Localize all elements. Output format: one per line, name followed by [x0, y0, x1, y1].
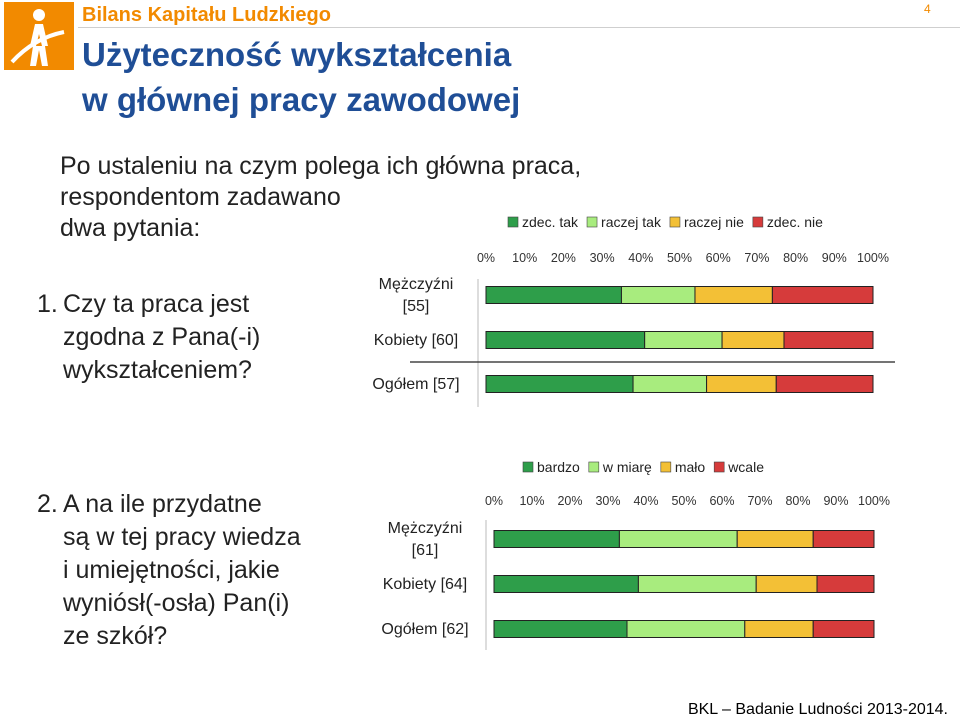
legend-label-1-1: w miarę: [602, 459, 652, 475]
question-1-line-2: zgodna z Pana(-i): [63, 323, 261, 351]
category-label-0-1: Kobiety [60]: [374, 332, 459, 349]
bar-0-1-2: [721, 331, 785, 349]
x-tick-label-1-0: 0%: [485, 494, 503, 508]
legend-label-0-3: zdec. nie: [767, 214, 823, 230]
legend-label-1-3: wcale: [727, 459, 764, 475]
x-tick-label-0-7: 70%: [744, 251, 769, 265]
x-tick-label-0-6: 60%: [706, 251, 731, 265]
bar-1-2-0: [493, 620, 628, 638]
bar-1-0-1: [618, 530, 738, 548]
question-1-line-1: Czy ta praca jest: [63, 290, 250, 318]
legend-swatch-1-1: [588, 461, 600, 473]
legend-swatch-1-0: [522, 461, 534, 473]
category-label-1-0-line-1: [61]: [412, 542, 439, 559]
legend-swatch-0-2: [669, 216, 681, 228]
footer-source: BKL – Badanie Ludności 2013-2014.: [687, 701, 948, 718]
page-title: Użyteczność wykształcenia w głównej prac…: [82, 32, 520, 122]
bar-1-1-1: [637, 575, 757, 593]
question-2-line-1: A na ile przydatne: [63, 490, 262, 518]
bar-0-0-2: [694, 286, 773, 304]
bar-0-1-0: [485, 331, 646, 349]
x-tick-label-0-9: 90%: [822, 251, 847, 265]
category-label-0-0-line-0: Mężczyźni: [379, 276, 454, 293]
bar-0-0-3: [771, 286, 874, 304]
x-tick-label-1-1: 10%: [519, 494, 544, 508]
chart-education-match: zdec. tak raczej tak raczej nie zdec. nie 0%…: [372, 214, 895, 407]
legend-swatch-0-3: [752, 216, 764, 228]
category-label-0-2: Ogółem [57]: [372, 376, 459, 393]
legend-label-1-0: bardzo: [537, 459, 580, 475]
question-1: 1. Czy ta praca jest zgodna z Pana(-i) wy…: [37, 288, 317, 387]
bar-1-2-3: [812, 620, 875, 638]
title-line-1: Użyteczność wykształcenia: [82, 36, 512, 73]
bkl-logo: [4, 2, 74, 70]
bar-0-0-1: [620, 286, 696, 304]
x-tick-label-0-10: 100%: [857, 251, 889, 265]
x-tick-label-1-9: 90%: [823, 494, 848, 508]
brand-name: Bilans Kapitału Ludzkiego: [82, 4, 331, 26]
bar-1-2-2: [744, 620, 814, 638]
intro-line-3: dwa pytania:: [60, 214, 201, 242]
x-tick-label-0-4: 40%: [628, 251, 653, 265]
x-tick-label-0-5: 50%: [667, 251, 692, 265]
chart-skills-usefulness: bardzo w miarę mało wcale 0% 10% 20% 30% 40% 50% 6…: [381, 459, 890, 650]
x-tick-label-0-2: 20%: [551, 251, 576, 265]
legend-swatch-0-1: [586, 216, 598, 228]
question-2-line-3: i umiejętności, jakie: [63, 556, 280, 584]
bar-0-2-3: [775, 375, 874, 393]
question-2-line-4: wyniósł(-osła) Pan(i): [63, 589, 290, 617]
bar-1-2-1: [626, 620, 746, 638]
bar-0-0-0: [485, 286, 622, 304]
bar-1-1-0: [493, 575, 639, 593]
legend-label-0-2: raczej nie: [684, 214, 744, 230]
x-tick-label-1-3: 30%: [595, 494, 620, 508]
title-line-2: w głównej pracy zawodowej: [82, 81, 521, 118]
question-2-number: 2.: [37, 490, 58, 518]
category-label-1-0-line-0: Mężczyźni: [388, 520, 463, 537]
intro-line-2: respondentom zadawano: [60, 183, 341, 211]
question-2: 2. A na ile przydatne są w tej pracy wied…: [37, 488, 337, 653]
question-2-line-5: ze szkół?: [63, 622, 168, 650]
x-tick-label-0-3: 30%: [590, 251, 615, 265]
legend-label-0-0: zdec. tak: [522, 214, 579, 230]
page-number: 4: [924, 2, 931, 16]
x-tick-label-1-2: 20%: [557, 494, 582, 508]
x-tick-label-1-5: 50%: [671, 494, 696, 508]
legend-swatch-1-2: [660, 461, 672, 473]
x-tick-label-0-1: 10%: [512, 251, 537, 265]
bar-0-2-2: [706, 375, 777, 393]
bar-1-1-2: [755, 575, 818, 593]
header-divider: [78, 27, 960, 28]
bar-1-0-3: [812, 530, 875, 548]
bar-1-1-3: [816, 575, 875, 593]
bar-1-0-0: [493, 530, 620, 548]
x-tick-label-1-8: 80%: [785, 494, 810, 508]
bar-0-1-3: [783, 331, 874, 349]
x-tick-label-1-4: 40%: [633, 494, 658, 508]
x-tick-label-1-6: 60%: [709, 494, 734, 508]
intro-line-1: Po ustaleniu na czym polega ich główna p…: [60, 152, 582, 180]
x-tick-label-0-0: 0%: [477, 251, 495, 265]
legend-swatch-1-3: [713, 461, 725, 473]
legend-label-1-2: mało: [675, 459, 706, 475]
x-tick-label-1-10: 100%: [858, 494, 890, 508]
x-tick-label-0-8: 80%: [783, 251, 808, 265]
legend-label-0-1: raczej tak: [601, 214, 662, 230]
bar-0-2-0: [485, 375, 634, 393]
question-1-number: 1.: [37, 290, 58, 318]
category-label-0-0-line-1: [55]: [403, 298, 430, 315]
question-1-line-3: wykształceniem?: [63, 356, 252, 384]
intro-text: Po ustaleniu na czym polega ich główna p…: [60, 151, 660, 244]
bar-0-2-1: [632, 375, 708, 393]
bar-0-1-1: [644, 331, 723, 349]
category-label-1-1: Kobiety [64]: [383, 576, 468, 593]
x-tick-label-1-7: 70%: [747, 494, 772, 508]
legend-swatch-0-0: [507, 216, 519, 228]
question-2-line-2: są w tej pracy wiedza: [63, 523, 301, 551]
category-label-1-2: Ogółem [62]: [381, 621, 468, 638]
bar-1-0-2: [736, 530, 814, 548]
